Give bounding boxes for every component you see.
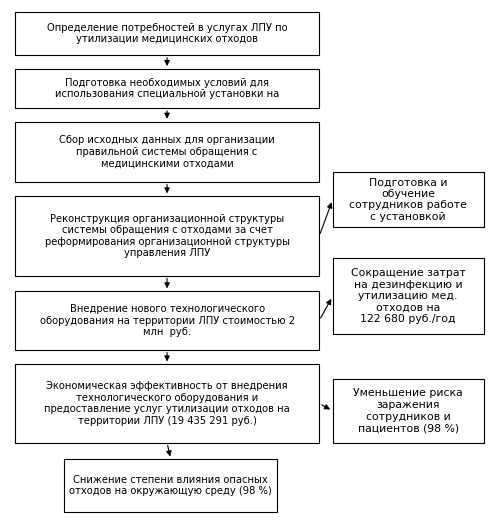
Text: Подготовка и
обучение
сотрудников работе
с установкой: Подготовка и обучение сотрудников работе… — [349, 177, 467, 222]
Text: Реконструкция организационной структуры
системы обращения с отходами за счет
реф: Реконструкция организационной структуры … — [45, 213, 290, 258]
Text: Подготовка необходимых условий для
использования специальной установки на: Подготовка необходимых условий для испол… — [55, 78, 279, 99]
Text: Сбор исходных данных для организации
правильной системы обращения с
медицинскими: Сбор исходных данных для организации пра… — [59, 135, 275, 168]
FancyBboxPatch shape — [15, 69, 319, 108]
Text: Определение потребностей в услугах ЛПУ по
утилизации медицинских отходов: Определение потребностей в услугах ЛПУ п… — [47, 22, 288, 44]
Text: Снижение степени влияния опасных
отходов на окружающую среду (98 %): Снижение степени влияния опасных отходов… — [69, 474, 272, 496]
Text: Экономическая эффективность от внедрения
технологического оборудования и
предост: Экономическая эффективность от внедрения… — [44, 381, 290, 426]
FancyBboxPatch shape — [333, 258, 484, 334]
FancyBboxPatch shape — [15, 122, 319, 182]
FancyBboxPatch shape — [15, 196, 319, 276]
FancyBboxPatch shape — [333, 379, 484, 443]
Text: Внедрение нового технологического
оборудования на территории ЛПУ стоимостью 2
мл: Внедрение нового технологического оборуд… — [40, 304, 295, 337]
FancyBboxPatch shape — [333, 172, 484, 227]
FancyBboxPatch shape — [64, 459, 277, 512]
FancyBboxPatch shape — [15, 364, 319, 443]
Text: Сокращение затрат
на дезинфекцию и
утилизацию мед.
отходов на
122 680 руб./год: Сокращение затрат на дезинфекцию и утили… — [350, 268, 466, 325]
FancyBboxPatch shape — [15, 12, 319, 55]
Text: Уменьшение риска
заражения
сотрудников и
пациентов (98 %): Уменьшение риска заражения сотрудников и… — [353, 388, 463, 433]
FancyBboxPatch shape — [15, 291, 319, 350]
